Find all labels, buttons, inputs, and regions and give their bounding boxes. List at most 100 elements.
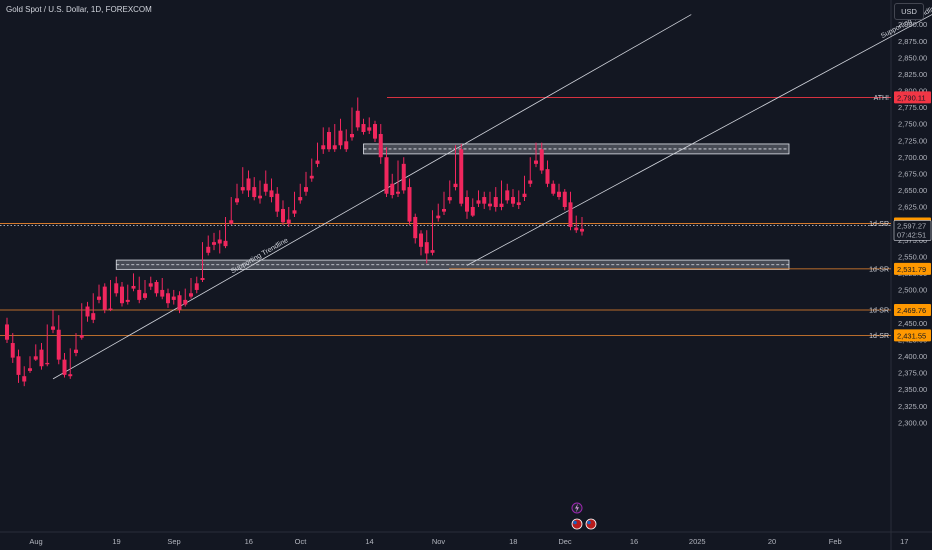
candles	[5, 97, 584, 387]
time-tick: 16	[630, 537, 638, 546]
level-label-5: 1d-SR	[869, 333, 889, 340]
time-tick: 19	[112, 537, 120, 546]
level-badge-5	[894, 329, 931, 342]
candle-body	[275, 193, 280, 212]
candle-body	[332, 145, 337, 150]
time-tick: 17	[900, 537, 908, 546]
candle-body	[470, 206, 475, 216]
candle-body	[68, 374, 73, 377]
candle-body	[378, 133, 383, 158]
candle-body	[321, 145, 326, 150]
countdown-text: 07:42:51	[897, 230, 926, 239]
candle-body	[177, 295, 182, 310]
price-tick: 2,725.00	[898, 136, 927, 145]
candle-body	[252, 187, 257, 198]
candle-body	[74, 349, 78, 353]
time-tick: Oct	[295, 537, 308, 546]
candle-body	[436, 215, 441, 219]
currency-button[interactable]: USD	[894, 3, 924, 20]
candle-body	[258, 195, 262, 199]
candle-body	[171, 296, 176, 300]
candle-body	[539, 149, 544, 171]
price-tick: 2,675.00	[898, 170, 927, 179]
candle-body	[447, 197, 452, 201]
candle-body	[114, 283, 119, 294]
candle-body	[131, 285, 136, 289]
candle-body	[229, 220, 234, 224]
candle-body	[309, 175, 314, 179]
candle-body	[516, 202, 521, 205]
candle-body	[327, 132, 331, 150]
candle-body	[85, 306, 90, 317]
candle-body	[344, 141, 349, 150]
candle-body	[488, 203, 492, 207]
flag-canton	[587, 520, 591, 525]
candle-body	[102, 286, 107, 310]
level-price-4: 2,469.76	[897, 306, 926, 315]
symbol-title[interactable]: Gold Spot / U.S. Dollar, 1D, FOREXCOM	[6, 5, 152, 14]
price-tick: 2,750.00	[898, 120, 927, 129]
candle-body	[223, 240, 228, 247]
candle-body	[56, 329, 61, 360]
price-tick: 2,375.00	[898, 369, 927, 378]
price-tick: 2,625.00	[898, 203, 927, 212]
candle-body	[551, 183, 556, 194]
level-label-3: 1d-SR	[869, 266, 889, 273]
candle-body	[183, 299, 188, 305]
candle-body	[424, 242, 429, 254]
candle-body	[79, 335, 84, 338]
candle-body	[39, 349, 44, 367]
candle-body	[528, 180, 533, 184]
candle-body	[493, 197, 498, 207]
candle-body	[91, 313, 96, 320]
price-tick: 2,825.00	[898, 70, 927, 79]
level-label-2: 1d-SR	[869, 221, 889, 228]
time-tick: 14	[365, 537, 373, 546]
candle-body	[28, 368, 32, 371]
candle-body	[384, 157, 389, 194]
candle-body	[263, 183, 268, 192]
candle-body	[476, 200, 481, 204]
candle-body	[505, 190, 510, 201]
event-markers	[571, 502, 597, 530]
candle-body	[442, 208, 446, 212]
candle-body	[396, 191, 400, 194]
candle-body	[200, 277, 205, 280]
time-tick: Sep	[167, 537, 180, 546]
candle-body	[315, 160, 320, 164]
price-tick: 2,325.00	[898, 402, 927, 411]
candle-body	[350, 133, 354, 138]
price-tick: 2,700.00	[898, 153, 927, 162]
candle-body	[120, 286, 124, 304]
candle-body	[206, 246, 211, 253]
time-tick: 18	[509, 537, 517, 546]
level-price-5: 2,431.55	[897, 331, 926, 340]
current-price-badge	[893, 220, 932, 241]
level-lines: ATH! 1d-SR 1d-SR 1d-SR 1d-SR	[0, 95, 891, 340]
time-tick: Nov	[432, 537, 446, 546]
candle-body	[545, 169, 550, 184]
candle-body	[465, 197, 469, 212]
candle-body	[33, 356, 38, 360]
time-axis: Aug19Sep16Oct14Nov18Dec16202520Feb17Mar	[29, 537, 908, 546]
candle-body	[51, 326, 55, 330]
candle-body	[373, 124, 377, 139]
candle-body	[562, 191, 567, 207]
candle-body	[137, 289, 142, 300]
candle-body	[304, 187, 308, 192]
trendline-2	[466, 14, 932, 266]
candle-body	[194, 283, 199, 290]
price-tick: 2,775.00	[898, 103, 927, 112]
candle-body	[499, 203, 504, 207]
candle-body	[148, 283, 153, 287]
candle-body	[361, 124, 366, 133]
candle-body	[574, 227, 579, 231]
candle-body	[413, 216, 418, 239]
candle-body	[246, 178, 251, 191]
candle-body	[235, 198, 239, 203]
candle-body	[367, 127, 372, 131]
price-tick: 2,450.00	[898, 319, 927, 328]
